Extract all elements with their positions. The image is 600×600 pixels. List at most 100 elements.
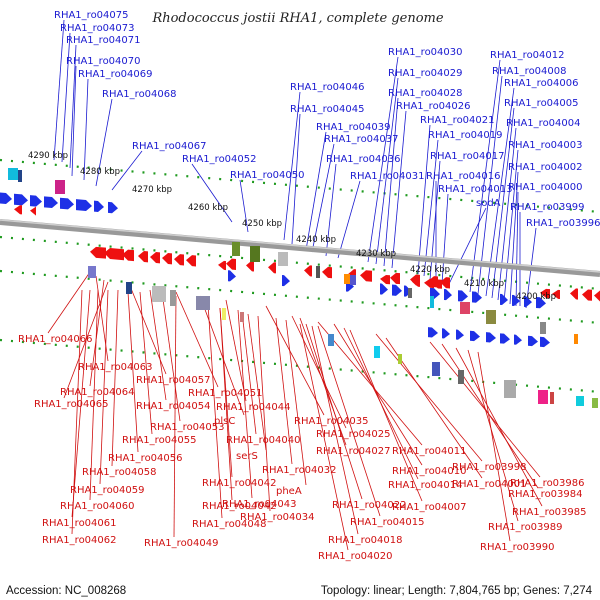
forward-gene-arrow xyxy=(14,193,28,206)
label-leader-lines xyxy=(47,19,543,551)
forward-gene-label: RHA1_ro04039 xyxy=(316,122,391,133)
gene-feature-box xyxy=(18,170,22,182)
kbp-label: 4260 kbp xyxy=(188,203,228,213)
forward-gene-label: RHA1_ro04026 xyxy=(396,101,471,112)
forward-gene-arrow xyxy=(472,291,482,303)
blue-leader-line xyxy=(325,163,337,257)
forward-gene-label: RHA1_ro04070 xyxy=(66,56,141,67)
kbp-label: 4290 kbp xyxy=(28,151,68,161)
blue-leader-line xyxy=(83,78,89,181)
forward-gene-label: RHA1_ro04012 xyxy=(490,50,565,61)
reverse-gene-arrow xyxy=(104,248,124,261)
reverse-gene-label: RHA1_ro04049 xyxy=(144,538,219,549)
reverse-gene-arrow xyxy=(582,289,592,301)
blue-leader-line xyxy=(305,131,327,251)
forward-gene-label: RHA1_ro04013 xyxy=(438,184,513,195)
blue-leader-line xyxy=(71,65,77,177)
forward-gene-label: RHA1_ro04052 xyxy=(182,154,257,165)
reverse-gene-label: RHA1_ro04063 xyxy=(78,362,153,373)
red-leader-line xyxy=(139,291,153,435)
forward-gene-label: RHA1_ro04029 xyxy=(388,68,463,79)
forward-gene-label: RHA1_ro04068 xyxy=(102,89,177,100)
red-leader-line xyxy=(71,289,91,518)
red-leader-line xyxy=(247,313,267,451)
gene-feature-box xyxy=(328,334,334,346)
blue-leader-line xyxy=(447,207,487,287)
reverse-gene-arrow xyxy=(138,250,148,263)
red-leader-line xyxy=(291,315,347,429)
reverse-gene-label: RHA1_ro04032 xyxy=(262,465,337,476)
reverse-gene-label: RHA1_ro04053 xyxy=(150,422,225,433)
forward-gene-arrow xyxy=(282,274,290,287)
kbp-label: 4230 kbp xyxy=(356,249,396,259)
gene-feature-box xyxy=(250,246,260,262)
reverse-gene-arrow xyxy=(218,260,226,271)
reverse-gene-label: RHA1_ro04020 xyxy=(318,551,393,562)
reverse-gene-label: RHA1_ro04040 xyxy=(226,435,301,446)
reverse-gene-arrow xyxy=(322,266,332,279)
reverse-gene-arrow xyxy=(552,289,560,300)
red-leader-line xyxy=(71,289,83,535)
map-title: Rhodococcus jostii RHA1, complete genome xyxy=(151,11,443,26)
forward-gene-arrow xyxy=(444,288,452,301)
red-leader-line xyxy=(375,333,483,462)
red-leader-line xyxy=(111,289,119,467)
gene-feature-box xyxy=(576,396,584,406)
blue-leader-line xyxy=(191,163,233,223)
forward-gene-label: RHA1_ro04002 xyxy=(508,162,583,173)
forward-gene-arrow xyxy=(512,294,520,307)
forward-gene-arrow xyxy=(536,296,546,309)
forward-gene-label: RHA1_ro04021 xyxy=(420,115,495,126)
reverse-gene-arrow xyxy=(174,254,184,266)
forward-gene-label: sodA xyxy=(476,198,501,209)
forward-gene-arrow xyxy=(60,197,74,210)
reverse-gene-label: RHA1_ro04061 xyxy=(42,518,117,529)
guide-line xyxy=(0,338,600,394)
forward-gene-label: RHA1_ro04045 xyxy=(290,104,365,115)
red-leader-line xyxy=(441,343,539,489)
reverse-gene-label: RHA1_ro04014 xyxy=(388,480,463,491)
forward-gene-label: RHA1_ro04031 xyxy=(350,171,425,182)
gene-feature-box xyxy=(126,282,132,294)
reverse-gene-label: RHA1_ro04059 xyxy=(70,485,145,496)
gene-feature-box xyxy=(398,354,402,364)
forward-gene-label: RHA1_ro04030 xyxy=(388,47,463,58)
reverse-gene-arrow xyxy=(246,260,254,272)
blue-leader-line xyxy=(509,171,519,305)
forward-gene-arrow xyxy=(44,196,58,209)
reverse-gene-arrow xyxy=(122,249,134,262)
forward-gene-label: RHA1_ro04046 xyxy=(290,82,365,93)
red-leader-line xyxy=(99,289,109,485)
gene-feature-box xyxy=(222,308,226,320)
forward-gene-label: RHA1_ro03996 xyxy=(526,218,600,229)
forward-gene-arrow xyxy=(470,330,480,342)
blue-leader-line xyxy=(391,110,407,269)
reverse-gene-arrow xyxy=(30,206,36,216)
guide-line xyxy=(0,269,600,325)
forward-gene-label: RHA1_ro04005 xyxy=(504,98,579,109)
forward-gene-arrow xyxy=(456,329,464,340)
reverse-gene-label: RHA1_ro03984 xyxy=(508,489,583,500)
forward-gene-label: RHA1_ro04028 xyxy=(388,88,463,99)
forward-gene-label: RHA1_ro04008 xyxy=(492,66,567,77)
forward-gene-label: RHA1_ro04019 xyxy=(428,130,503,141)
reverse-gene-arrow xyxy=(424,278,434,289)
blue-leader-line xyxy=(441,193,449,285)
gene-feature-box xyxy=(374,346,380,358)
forward-gene-label: RHA1_ro04073 xyxy=(60,23,135,34)
forward-gene-arrow xyxy=(500,333,510,344)
red-leader-line xyxy=(207,303,223,519)
gene-feature-box xyxy=(8,168,18,180)
red-leader-line xyxy=(317,321,423,446)
gene-feature-box xyxy=(344,274,350,284)
gene-feature-box xyxy=(55,180,65,194)
red-leader-line xyxy=(311,325,359,535)
reverse-gene-arrow xyxy=(162,253,172,265)
forward-gene-label: RHA1_ro03999 xyxy=(510,202,585,213)
reverse-gene-label: RHA1_ro04066 xyxy=(18,334,93,345)
gene-feature-box xyxy=(316,266,320,278)
blue-leader-line xyxy=(61,32,71,163)
reverse-gene-arrow xyxy=(390,272,400,285)
